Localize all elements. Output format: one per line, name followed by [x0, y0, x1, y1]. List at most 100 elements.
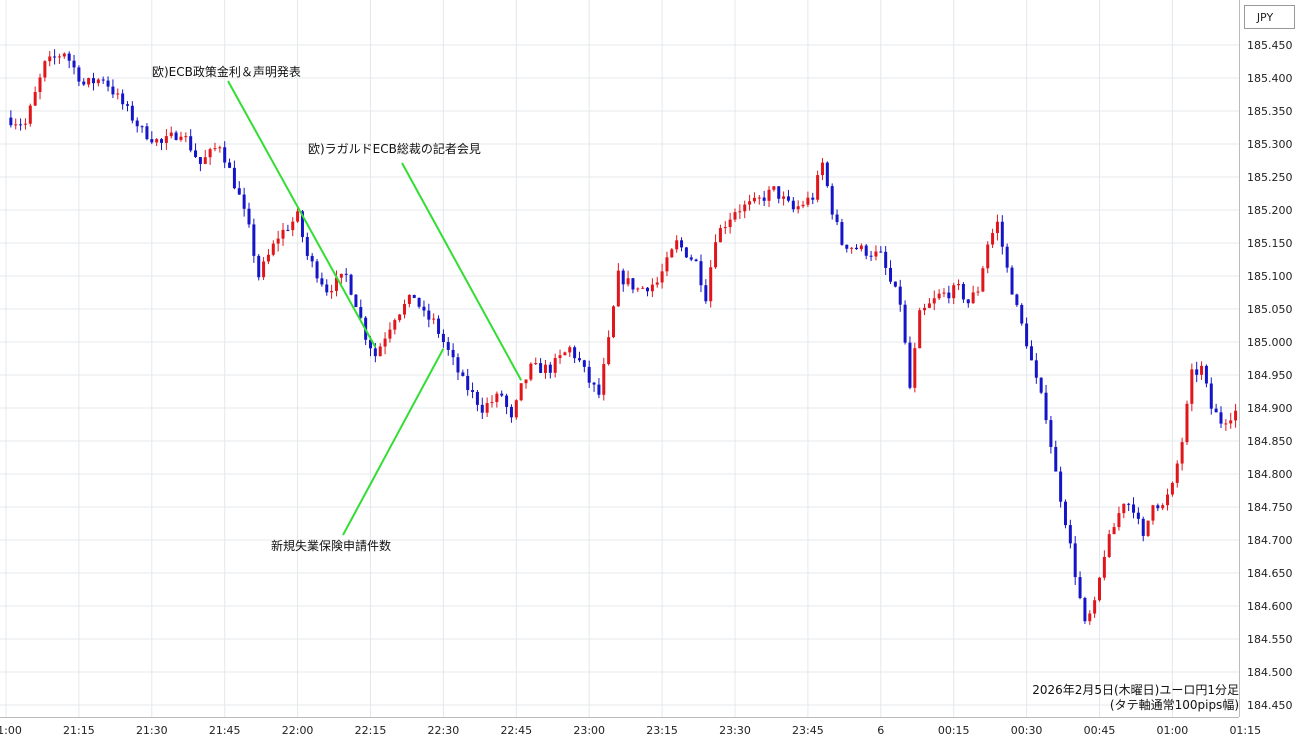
candle: [1098, 576, 1101, 602]
candle: [991, 228, 995, 248]
candle: [1102, 550, 1106, 581]
candle: [704, 279, 708, 304]
candle: [43, 60, 47, 82]
candle: [684, 246, 688, 259]
candle: [500, 390, 504, 398]
candle: [957, 279, 961, 291]
candle: [641, 285, 645, 289]
candle: [553, 353, 557, 378]
candle: [1190, 363, 1194, 412]
candle: [87, 77, 91, 88]
y-tick-label: 185.350: [1247, 105, 1293, 118]
candle: [908, 336, 912, 390]
candle: [1034, 353, 1038, 384]
candle: [738, 204, 742, 220]
x-tick-label: 00:45: [1084, 724, 1116, 737]
candle: [91, 72, 95, 91]
candle: [378, 343, 382, 357]
candle: [28, 103, 32, 127]
candle: [568, 345, 572, 357]
candle: [242, 187, 246, 217]
y-tick-label: 184.900: [1247, 402, 1293, 415]
candle: [884, 246, 888, 275]
candle: [772, 185, 776, 192]
candle: [889, 260, 893, 284]
candle: [228, 158, 232, 169]
candle: [111, 79, 115, 98]
candle: [48, 51, 52, 67]
candle: [1005, 243, 1009, 273]
candle: [9, 110, 13, 128]
candle: [714, 234, 718, 269]
candle: [1219, 406, 1223, 429]
candle: [859, 243, 863, 252]
y-tick-label: 184.700: [1247, 534, 1293, 547]
candle: [203, 149, 207, 165]
candle: [1136, 507, 1140, 525]
candle: [830, 183, 834, 220]
candle: [757, 195, 761, 205]
annotation-line: [342, 348, 445, 536]
candle: [563, 351, 567, 356]
candle: [952, 282, 956, 305]
candle: [626, 270, 630, 287]
candle: [174, 130, 178, 141]
y-tick-label: 185.200: [1247, 204, 1293, 217]
candle: [723, 221, 727, 235]
y-tick-label: 184.600: [1247, 600, 1293, 613]
candle: [1122, 503, 1126, 519]
candle: [971, 285, 975, 304]
candle: [1078, 571, 1082, 600]
candle: [82, 78, 86, 87]
candle: [446, 337, 450, 356]
candle: [801, 200, 805, 209]
x-tick-label: 21:30: [136, 724, 168, 737]
grid-lines: [0, 0, 1246, 717]
candle: [893, 281, 897, 288]
candle: [383, 332, 387, 355]
candle: [1224, 419, 1228, 431]
x-tick-label: 00:30: [1011, 724, 1043, 737]
candle: [1000, 215, 1004, 255]
candle: [305, 232, 309, 260]
candle: [791, 197, 795, 213]
candle: [1200, 361, 1204, 380]
y-tick-label: 184.450: [1247, 699, 1293, 712]
candle: [850, 247, 854, 254]
candle: [1029, 340, 1033, 361]
candle: [354, 294, 358, 308]
y-tick-label: 185.050: [1247, 303, 1293, 316]
candle: [164, 129, 168, 150]
candle: [223, 141, 227, 169]
candle: [1093, 596, 1097, 618]
candle: [986, 241, 990, 274]
candles: [9, 49, 1238, 625]
candle: [437, 315, 441, 338]
y-tick-label: 185.150: [1247, 237, 1293, 250]
candle: [441, 329, 445, 348]
candle: [1083, 596, 1087, 624]
candle: [689, 254, 693, 262]
candle: [592, 381, 596, 392]
candle: [558, 349, 562, 364]
candle: [995, 214, 999, 241]
candle: [1141, 516, 1145, 542]
candle: [189, 129, 193, 153]
candle: [344, 268, 348, 282]
candle: [466, 368, 470, 396]
candle: [874, 245, 878, 261]
candle: [475, 390, 479, 412]
candle: [675, 235, 679, 253]
candle: [966, 299, 970, 308]
candle: [62, 52, 66, 59]
candle: [417, 297, 421, 309]
candle: [198, 157, 202, 172]
candle: [325, 279, 329, 296]
candle: [471, 382, 475, 399]
x-tick-label: 23:00: [573, 724, 605, 737]
candle: [451, 343, 455, 366]
candle: [1112, 523, 1116, 535]
candle: [718, 224, 722, 243]
candle: [232, 160, 236, 190]
